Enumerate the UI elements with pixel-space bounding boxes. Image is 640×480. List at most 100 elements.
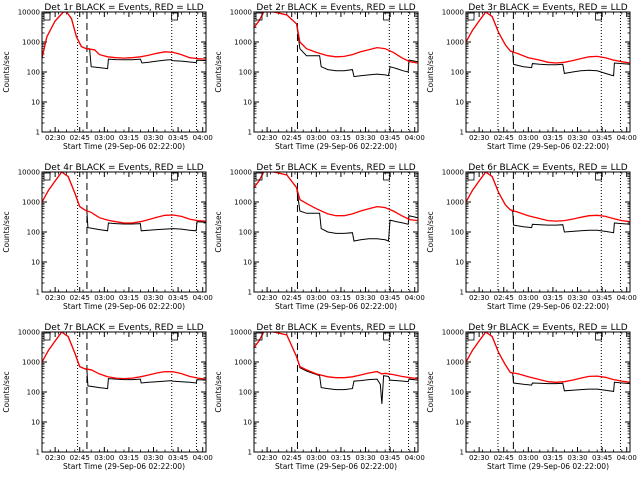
- x-tick-label: 03:45: [592, 454, 612, 462]
- x-tick-label: 03:15: [543, 454, 563, 462]
- x-axis-label: Start Time (29-Sep-06 02:22:00): [275, 302, 397, 311]
- x-axis-label: Start Time (29-Sep-06 02:22:00): [275, 462, 397, 471]
- x-tick-label: 03:00: [94, 294, 114, 302]
- y-axis-label: Counts/sec: [2, 371, 11, 412]
- y-tick-label: 1000: [22, 199, 40, 207]
- x-tick-label: 02:45: [282, 134, 302, 142]
- x-axis-label: Start Time (29-Sep-06 02:22:00): [487, 302, 609, 311]
- x-tick-label: 03:00: [518, 294, 538, 302]
- y-tick-label: 10000: [18, 329, 40, 337]
- y-axis-label: Counts/sec: [426, 371, 435, 412]
- y-tick-label: 1: [460, 289, 464, 297]
- x-tick-label: 02:30: [45, 454, 65, 462]
- x-tick-label: 03:15: [119, 294, 139, 302]
- corner-marker: [383, 172, 390, 181]
- y-tick-label: 1: [248, 449, 252, 457]
- chart-panel-2: Det 2r BLACK = Events, RED = LLD Counts/s…: [214, 3, 425, 151]
- chart-title: Det 3r BLACK = Events, RED = LLD: [468, 3, 627, 13]
- series-line-lld: [42, 172, 206, 224]
- x-tick-label: 02:30: [469, 134, 489, 142]
- y-tick-label: 1: [248, 129, 252, 137]
- y-tick-label: 1: [36, 289, 40, 297]
- chart-panel-3: Det 3r BLACK = Events, RED = LLD Counts/s…: [426, 3, 637, 151]
- series-line-events: [42, 12, 206, 70]
- x-tick-label: 03:00: [94, 454, 114, 462]
- x-tick-label: 02:30: [469, 454, 489, 462]
- y-tick-label: 1000: [22, 39, 40, 47]
- chart-panel-1: Det 1r BLACK = Events, RED = LLD Counts/s…: [2, 3, 213, 151]
- y-tick-label: 1: [36, 449, 40, 457]
- y-tick-label: 10: [455, 259, 464, 267]
- corner-marker: [595, 172, 602, 181]
- plot-frame: [465, 331, 631, 453]
- x-tick-label: 02:30: [257, 454, 277, 462]
- x-tick-label: 03:00: [94, 134, 114, 142]
- y-tick-label: 100: [27, 229, 40, 237]
- y-axis-label: Counts/sec: [2, 211, 11, 252]
- chart-panel-6: Det 6r BLACK = Events, RED = LLD Counts/s…: [426, 163, 637, 311]
- x-tick-label: 03:00: [306, 134, 326, 142]
- y-tick-label: 10: [243, 259, 252, 267]
- x-tick-label: 04:00: [193, 454, 213, 462]
- x-tick-label: 02:30: [469, 294, 489, 302]
- y-tick-label: 1000: [446, 39, 464, 47]
- x-tick-label: 02:30: [45, 294, 65, 302]
- x-tick-label: 03:15: [119, 454, 139, 462]
- x-tick-label: 02:45: [70, 454, 90, 462]
- y-tick-label: 100: [239, 229, 252, 237]
- corner-marker: [255, 12, 263, 21]
- corner-marker: [255, 172, 263, 181]
- corner-marker: [467, 332, 475, 341]
- x-tick-label: 02:45: [494, 134, 514, 142]
- corner-marker: [595, 12, 602, 21]
- y-tick-label: 10000: [18, 169, 40, 177]
- corner-marker: [43, 12, 51, 21]
- x-tick-label: 03:45: [168, 294, 188, 302]
- y-axis-label: Counts/sec: [2, 51, 11, 92]
- corner-marker: [43, 172, 51, 181]
- plot-frame: [253, 331, 419, 453]
- x-tick-label: 03:15: [331, 454, 351, 462]
- y-tick-label: 1000: [446, 359, 464, 367]
- y-axis-label: Counts/sec: [214, 371, 223, 412]
- series-line-events: [254, 12, 418, 78]
- x-tick-label: 03:15: [543, 294, 563, 302]
- x-tick-label: 04:00: [193, 134, 213, 142]
- x-tick-label: 02:45: [70, 294, 90, 302]
- chart-title: Det 5r BLACK = Events, RED = LLD: [256, 163, 415, 173]
- chart-panel-5: Det 5r BLACK = Events, RED = LLD Counts/s…: [214, 163, 425, 311]
- y-axis-label: Counts/sec: [426, 51, 435, 92]
- x-tick-label: 04:00: [405, 294, 425, 302]
- x-tick-label: 02:30: [45, 134, 65, 142]
- series-line-events: [42, 172, 206, 232]
- x-tick-label: 03:30: [143, 294, 163, 302]
- series-line-events: [466, 172, 630, 234]
- y-tick-label: 1000: [22, 359, 40, 367]
- x-tick-label: 03:30: [567, 454, 587, 462]
- y-tick-label: 1000: [234, 199, 252, 207]
- corner-marker: [171, 12, 178, 21]
- x-tick-label: 03:00: [518, 454, 538, 462]
- x-tick-label: 03:45: [168, 134, 188, 142]
- x-tick-label: 03:45: [380, 134, 400, 142]
- y-tick-label: 10: [455, 99, 464, 107]
- corner-marker: [171, 172, 178, 181]
- y-tick-label: 10000: [442, 9, 464, 17]
- chart-title: Det 2r BLACK = Events, RED = LLD: [256, 3, 415, 13]
- x-tick-label: 03:30: [143, 454, 163, 462]
- x-tick-label: 03:45: [592, 134, 612, 142]
- plot-frame: [465, 171, 631, 293]
- chart-title: Det 8r BLACK = Events, RED = LLD: [256, 323, 415, 333]
- series-line-events: [466, 332, 630, 392]
- x-tick-label: 03:30: [143, 134, 163, 142]
- x-tick-label: 03:45: [168, 454, 188, 462]
- y-tick-label: 100: [451, 389, 464, 397]
- chart-title: Det 7r BLACK = Events, RED = LLD: [44, 323, 203, 333]
- y-tick-label: 10000: [442, 329, 464, 337]
- plot-frame: [253, 171, 419, 293]
- series-line-lld: [254, 332, 418, 380]
- series-line-lld: [254, 172, 418, 222]
- corner-marker: [467, 12, 475, 21]
- x-tick-label: 04:00: [617, 134, 637, 142]
- corner-marker: [383, 12, 390, 21]
